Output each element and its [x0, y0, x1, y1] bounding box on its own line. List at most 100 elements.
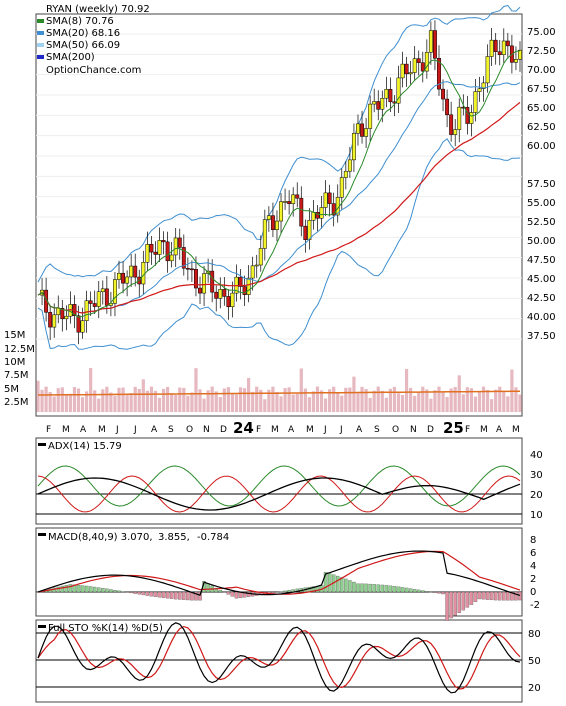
volume-bar: [48, 391, 52, 412]
volume-y-ticks: 15M 12.5M 10M 7.5M 5M 2.5M: [4, 330, 35, 408]
volume-bar: [287, 387, 291, 412]
bollinger-upper: [37, 4, 521, 283]
y-tick: 42.50: [527, 293, 556, 304]
x-label: M: [62, 425, 70, 435]
volume-bar: [166, 386, 170, 412]
legend-swatch-sma200: [37, 55, 44, 59]
legend-item-5: OptionChance.com: [46, 65, 141, 76]
macd-histogram-bar: [129, 591, 133, 594]
candle-up: [323, 192, 328, 208]
candle-up: [481, 82, 486, 89]
candle-up: [291, 194, 296, 204]
vol-tick: 2.5M: [4, 397, 29, 408]
candle-up: [457, 106, 462, 130]
volume-bar: [477, 391, 482, 412]
vol-tick: 15M: [4, 330, 25, 341]
x-label: F: [256, 425, 261, 435]
candle-down: [177, 237, 182, 248]
macd-histogram-bar: [453, 591, 457, 616]
candle-up: [52, 314, 57, 328]
x-label: O: [186, 425, 193, 435]
macd-histogram-bar: [76, 584, 81, 593]
candle-down: [210, 270, 215, 293]
candle-down: [153, 251, 158, 255]
legend-item-1: SMA(8) 70.76: [46, 16, 114, 27]
sto-tick: 80: [528, 629, 541, 640]
y-tick: 65.00: [527, 103, 556, 114]
candlesticks: [40, 20, 522, 345]
macd-histogram-bar: [477, 591, 482, 600]
candle-down: [360, 123, 364, 137]
macd-histogram-bar: [182, 591, 186, 600]
macd-histogram-bar: [400, 587, 405, 593]
macd-histogram-bar: [88, 586, 93, 593]
macd-histogram-bar: [279, 591, 283, 593]
candle-up: [84, 300, 89, 321]
volume-bar: [473, 396, 478, 412]
x-label: F: [465, 425, 470, 435]
macd-histogram-bar: [506, 591, 510, 601]
macd-histogram-bar: [80, 585, 85, 593]
candle-down: [242, 286, 247, 295]
macd-histogram-bar: [493, 591, 498, 601]
legend-item-3: SMA(50) 66.09: [46, 40, 120, 51]
candle-down: [226, 296, 231, 308]
candle-up: [275, 220, 279, 230]
candle-down: [270, 215, 275, 230]
macd-histogram-bar: [105, 588, 109, 593]
y-tick: 47.50: [527, 255, 556, 266]
volume-bar: [230, 393, 235, 412]
volume-bar: [425, 389, 429, 412]
candle-down: [104, 288, 109, 306]
x-label: A: [356, 425, 363, 435]
volume-bar: [93, 390, 97, 412]
volume-bar: [291, 394, 295, 412]
candle-down: [315, 212, 320, 219]
candle-up: [218, 289, 223, 299]
macd-histogram-bar: [356, 583, 360, 593]
macd-line: [37, 550, 521, 596]
macd-histogram-bar: [56, 586, 61, 593]
volume-bar: [437, 386, 441, 412]
volume-bar: [64, 394, 68, 412]
macd-histogram-bar: [133, 591, 137, 594]
volume-bar: [514, 387, 518, 412]
volume-bar: [218, 397, 222, 412]
macd-histogram-bar: [226, 591, 231, 595]
volume-bar: [368, 397, 372, 412]
volume-bar: [76, 388, 81, 412]
macd-histogram-bar: [518, 591, 522, 601]
volume-bar: [461, 394, 465, 412]
legend-item-0: RYAN (weekly) 70.92: [46, 4, 150, 15]
volume-bar: [409, 387, 413, 412]
volume-bar: [271, 386, 275, 412]
macd-histogram-bar: [421, 590, 425, 593]
volume-bar: [105, 386, 109, 412]
candle-up: [380, 97, 385, 110]
macd-histogram-bar: [416, 589, 421, 593]
candle-up: [56, 307, 61, 316]
sto-tick: 20: [528, 683, 541, 694]
volume-bar: [198, 389, 202, 412]
macd-histogram-bar: [340, 577, 344, 593]
macd-histogram-bar: [222, 591, 227, 593]
candle-up: [258, 248, 263, 266]
volume-bar: [182, 387, 186, 412]
candle-down: [295, 194, 300, 199]
volume-bar: [121, 387, 125, 412]
y-tick: 72.50: [527, 46, 556, 57]
candle-up: [254, 264, 259, 267]
volume-bar: [384, 397, 388, 412]
volume-average-line: [38, 390, 520, 396]
volume-bar: [348, 387, 352, 412]
candle-up: [412, 58, 417, 73]
candle-up: [501, 40, 506, 55]
volume-bar: [40, 389, 44, 412]
candle-down: [287, 201, 292, 204]
volume-bar: [494, 389, 498, 412]
candle-down: [48, 312, 53, 328]
macd-legend-swatch: [38, 533, 46, 536]
volume-bar: [356, 393, 360, 412]
x-label: S: [168, 425, 174, 435]
macd-histogram-bar: [121, 591, 125, 593]
